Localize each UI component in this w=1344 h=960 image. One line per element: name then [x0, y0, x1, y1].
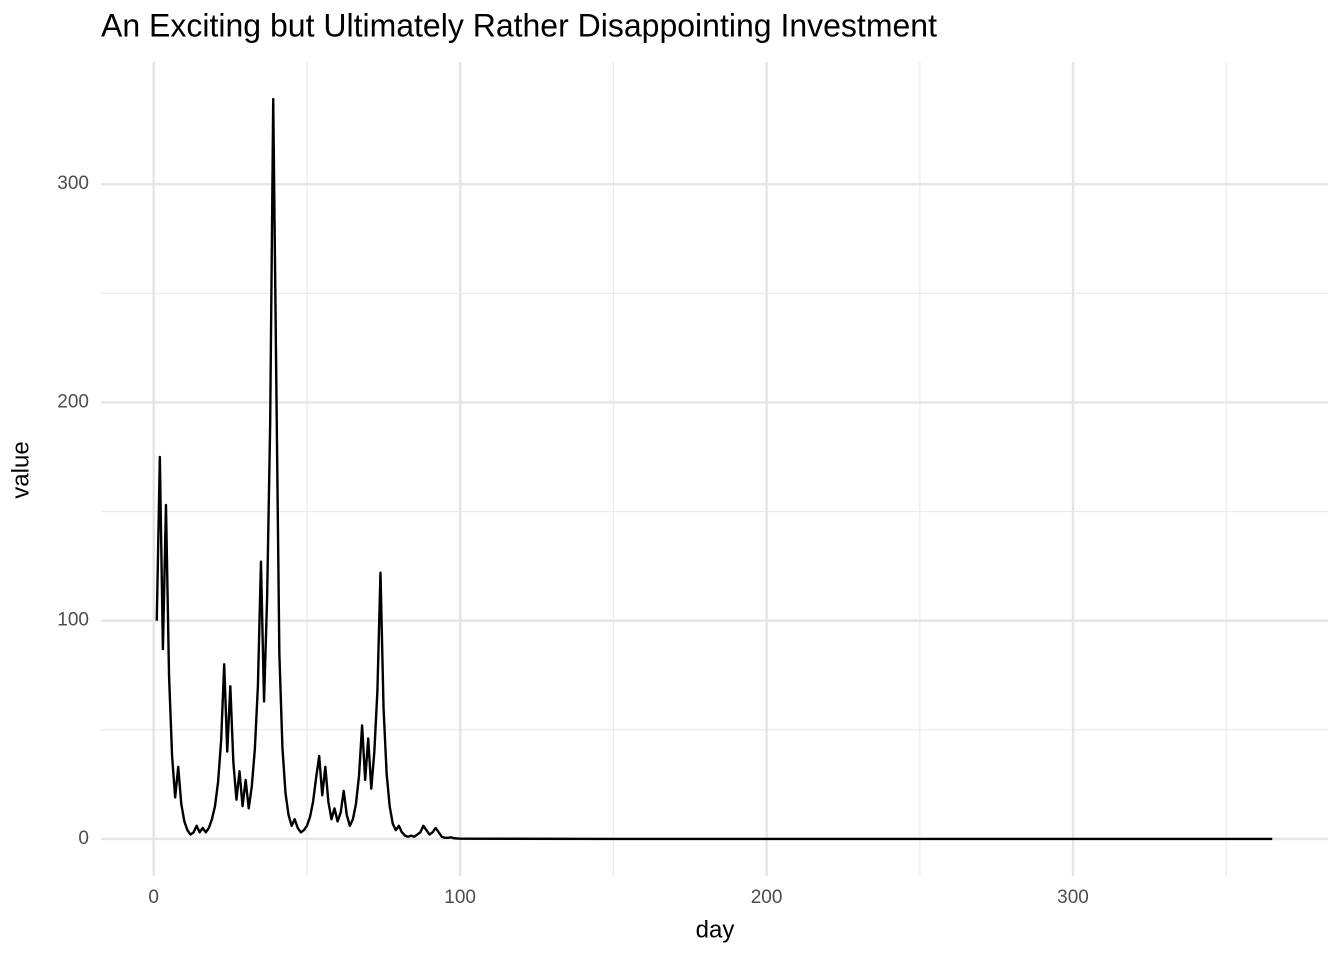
x-axis-title: day — [696, 916, 735, 943]
y-tick-label: 0 — [78, 828, 89, 849]
y-tick-label: 300 — [57, 173, 89, 194]
data-line — [155, 97, 1273, 841]
x-tick-label: 100 — [444, 887, 476, 908]
x-tick-label: 0 — [148, 887, 159, 908]
y-axis-title: value — [7, 441, 34, 498]
y-tick-label: 200 — [57, 391, 89, 412]
chart-title: An Exciting but Ultimately Rather Disapp… — [101, 7, 937, 43]
x-tick-label: 300 — [1057, 887, 1089, 908]
x-tick-label: 200 — [751, 887, 783, 908]
y-tick-label: 100 — [57, 610, 89, 631]
